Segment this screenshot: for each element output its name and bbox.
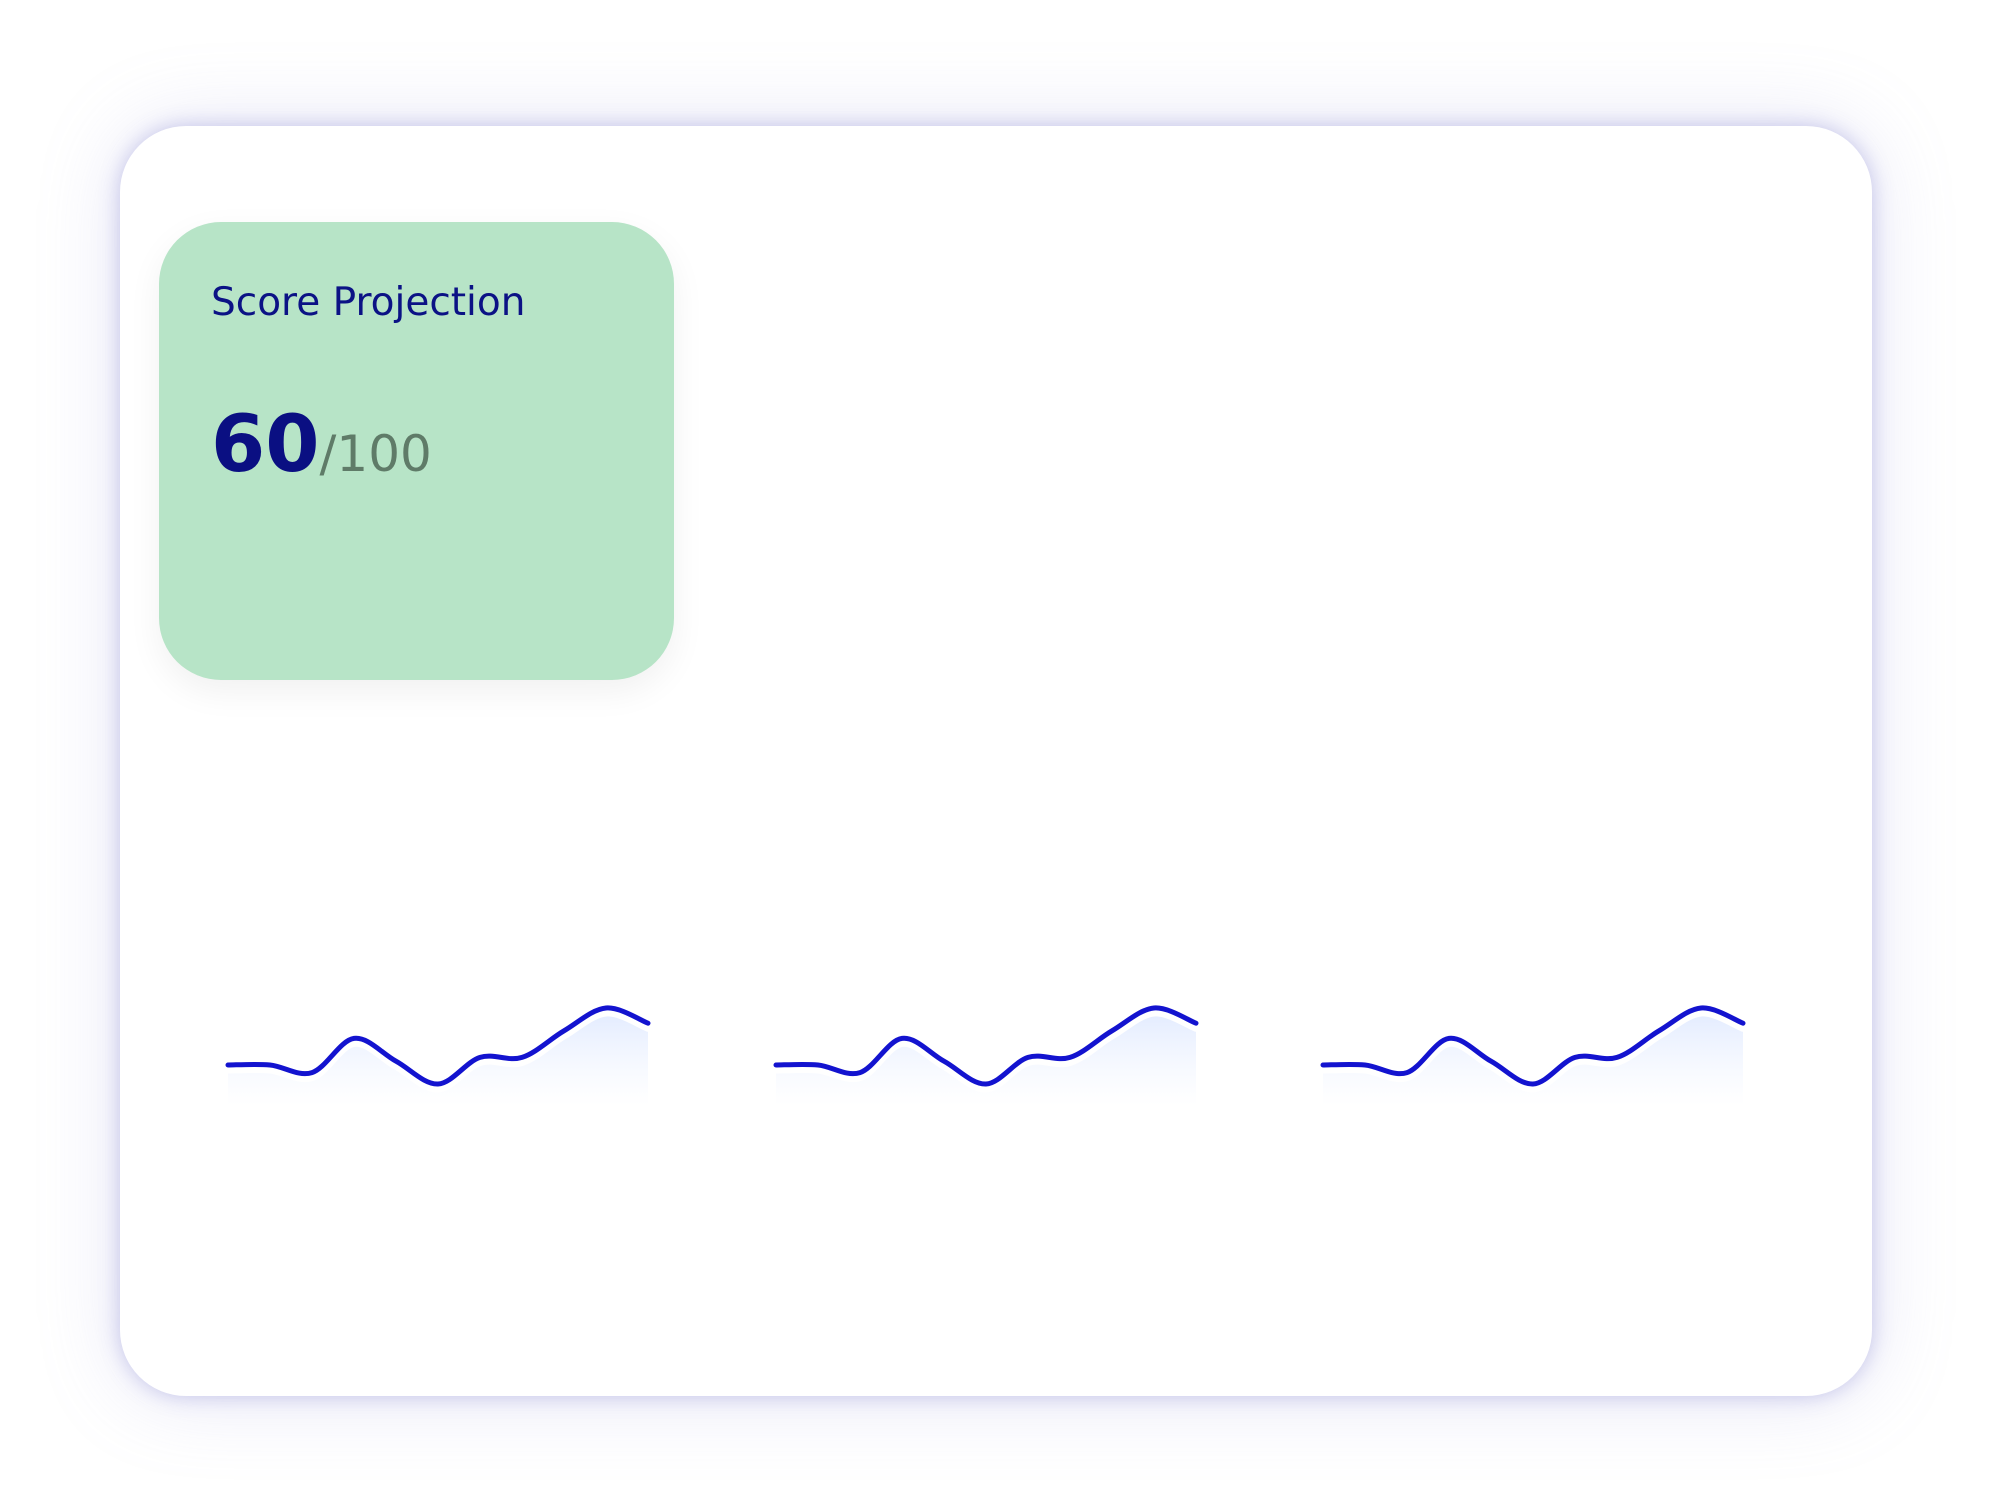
score-projection-card[interactable]: Score Projection 60/100 bbox=[159, 222, 674, 680]
sparkline-2 bbox=[771, 1005, 1201, 1106]
sparkline-3-halo bbox=[1318, 1007, 1748, 1093]
sparkline-3 bbox=[1318, 1005, 1748, 1106]
score-value-row: 60/100 bbox=[211, 400, 432, 490]
score-max: /100 bbox=[319, 425, 432, 483]
sparkline-2-area bbox=[776, 1007, 1196, 1106]
score-card-title: Score Projection bbox=[211, 280, 526, 325]
sparkline-3-area bbox=[1323, 1007, 1743, 1106]
sparkline-2-halo bbox=[771, 1007, 1201, 1093]
sparkline-2-line bbox=[773, 1005, 1199, 1087]
sparkline-1-line bbox=[225, 1005, 651, 1087]
sparkline-1 bbox=[223, 1005, 653, 1106]
score-value: 60 bbox=[211, 400, 320, 490]
dashboard-panel: Score Projection 60/100 bbox=[120, 126, 1872, 1396]
sparkline-3-line bbox=[1320, 1005, 1746, 1087]
sparkline-1-halo bbox=[223, 1007, 653, 1093]
sparkline-1-area bbox=[228, 1007, 648, 1106]
